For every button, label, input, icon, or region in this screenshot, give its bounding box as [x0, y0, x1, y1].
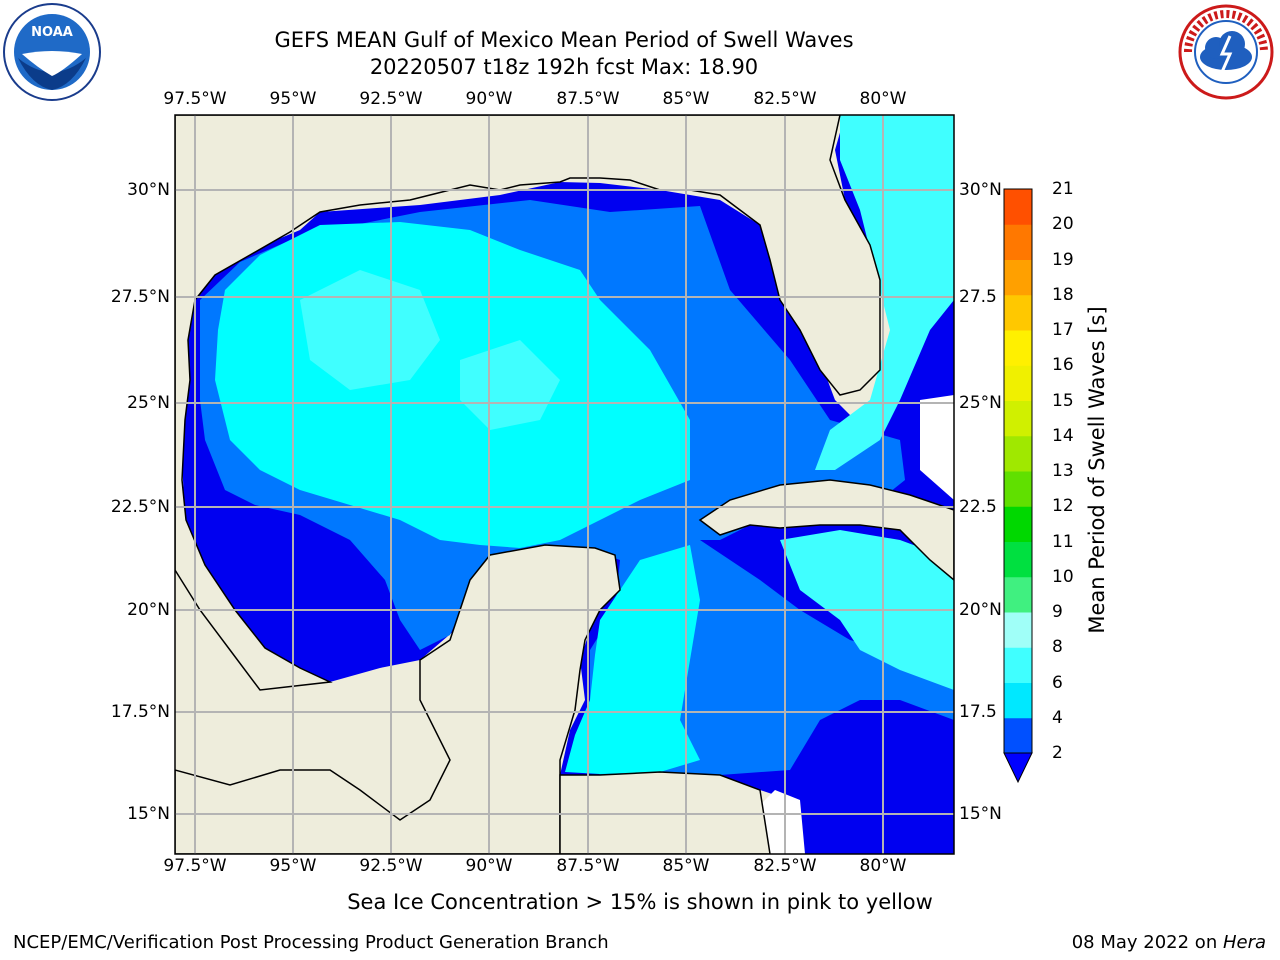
colorbar-segment — [1004, 330, 1032, 366]
lat-label-right: 30°N — [959, 180, 1002, 200]
colorbar-segment — [1004, 294, 1032, 331]
lat-label-left: 22.5°N — [110, 497, 170, 517]
colorbar-tick-label: 13 — [1052, 461, 1074, 481]
lon-label-top: 97.5°W — [163, 89, 227, 109]
lon-label-bottom: 95°W — [269, 856, 317, 876]
colorbar-tick-label: 8 — [1052, 637, 1063, 658]
lon-label-bottom: 97.5°W — [163, 856, 227, 876]
lon-label-top: 95°W — [269, 89, 317, 109]
lat-label-right: 25°N — [959, 393, 1002, 413]
colorbar-frame — [1003, 188, 1033, 754]
lat-label-left: 17.5°N — [110, 702, 170, 722]
lon-label-top: 87.5°W — [556, 89, 620, 109]
colorbar-tick-label: 9 — [1052, 602, 1063, 622]
lat-label-left: 15°N — [127, 804, 170, 824]
colorbar-segment — [1004, 365, 1032, 401]
lat-label-right: 15°N — [959, 804, 1002, 824]
lat-label-right: 17.5 — [959, 702, 997, 722]
colorbar-label: Mean Period of Swell Waves [s] — [1085, 306, 1109, 634]
colorbar-segment — [1004, 576, 1032, 613]
colorbar-tick-label: 20 — [1052, 214, 1074, 235]
lon-label-top: 80°W — [859, 89, 907, 109]
colorbar-tick-label: 6 — [1052, 672, 1063, 693]
ocean-cyan-caribbean — [565, 545, 700, 774]
colorbar-segment — [1004, 471, 1032, 507]
national-weather-service-logo — [1178, 4, 1274, 100]
land-north-america — [175, 115, 881, 691]
chart-subtitle: 20220507 t18z 192h fcst Max: 18.90 — [369, 55, 759, 79]
atlantic-cyan — [815, 115, 954, 470]
colorbar-underflow-arrow — [1003, 752, 1033, 784]
ocean-light-patch — [460, 340, 560, 430]
colorbar-segment — [1004, 224, 1032, 260]
colorbar-segment — [1004, 400, 1032, 437]
colorbar-segment — [1004, 506, 1032, 542]
lon-label-bottom: 82.5°W — [753, 856, 817, 876]
graticule — [175, 115, 954, 854]
lat-label-left: 25°N — [127, 393, 170, 413]
colorbar-segment — [1004, 189, 1032, 225]
lon-label-bottom: 80°W — [859, 856, 907, 876]
lat-label-left: 20°N — [127, 600, 170, 620]
land-cuba — [698, 479, 954, 581]
lat-label-left: 30°N — [127, 180, 170, 200]
ocean-light-patch — [300, 270, 440, 390]
colorbar-tick-label: 19 — [1052, 249, 1074, 270]
colorbar-tick-label: 14 — [1052, 425, 1074, 446]
colorbar-tick-label: 16 — [1052, 355, 1074, 376]
colorbar-segment — [1004, 647, 1032, 683]
footer-host: Hera — [1222, 932, 1266, 953]
lon-label-top: 92.5°W — [359, 89, 423, 109]
lon-label-bottom: 87.5°W — [556, 856, 620, 876]
colorbar-tick-label: 12 — [1052, 496, 1074, 517]
colorbar-tick-label: 4 — [1052, 707, 1063, 728]
colorbar-tick-label: 15 — [1052, 390, 1074, 411]
colorbar-tick-label: 10 — [1052, 566, 1074, 587]
footer-branch: NCEP/EMC/Verification Post Processing Pr… — [13, 932, 609, 953]
colorbar-tick-label: 2 — [1052, 743, 1063, 763]
lat-label-right: 20°N — [959, 600, 1002, 620]
colorbar-tick-label: 18 — [1052, 284, 1074, 305]
colorbar-segment — [1004, 612, 1032, 648]
colorbar-tick-label: 17 — [1052, 320, 1074, 340]
noaa-logo: NOAA — [3, 3, 101, 101]
colorbar-segment — [1004, 541, 1032, 578]
lon-label-bottom: 90°W — [465, 856, 513, 876]
masked-area — [920, 395, 954, 500]
footer-date-text: 08 May 2022 on — [1071, 932, 1223, 953]
colorbar-segment — [1004, 259, 1032, 296]
lat-label-right: 27.5 — [959, 287, 997, 307]
lon-label-top: 90°W — [465, 89, 513, 109]
map-frame — [174, 114, 955, 855]
chart-title: GEFS MEAN Gulf of Mexico Mean Period of … — [274, 28, 854, 52]
sea-ice-caption: Sea Ice Concentration > 15% is shown in … — [347, 890, 933, 914]
land-yucatan — [175, 544, 621, 854]
lon-label-top: 82.5°W — [753, 89, 817, 109]
lat-label-right: 22.5 — [959, 497, 997, 517]
colorbar-segment — [1004, 682, 1032, 719]
lat-label-left: 27.5°N — [110, 287, 170, 307]
colorbar-segment — [1004, 717, 1032, 754]
footer-date: 08 May 2022 on Hera — [1072, 932, 1266, 953]
colorbar-segment — [1004, 435, 1032, 472]
lon-label-bottom: 92.5°W — [359, 856, 423, 876]
lon-label-bottom: 85°W — [662, 856, 710, 876]
colorbar — [1003, 188, 1033, 784]
lon-label-top: 85°W — [662, 89, 710, 109]
colorbar-tick-label: 11 — [1052, 531, 1074, 552]
colorbar-tick-label: 21 — [1052, 179, 1074, 199]
svg-text:NOAA: NOAA — [31, 25, 73, 40]
